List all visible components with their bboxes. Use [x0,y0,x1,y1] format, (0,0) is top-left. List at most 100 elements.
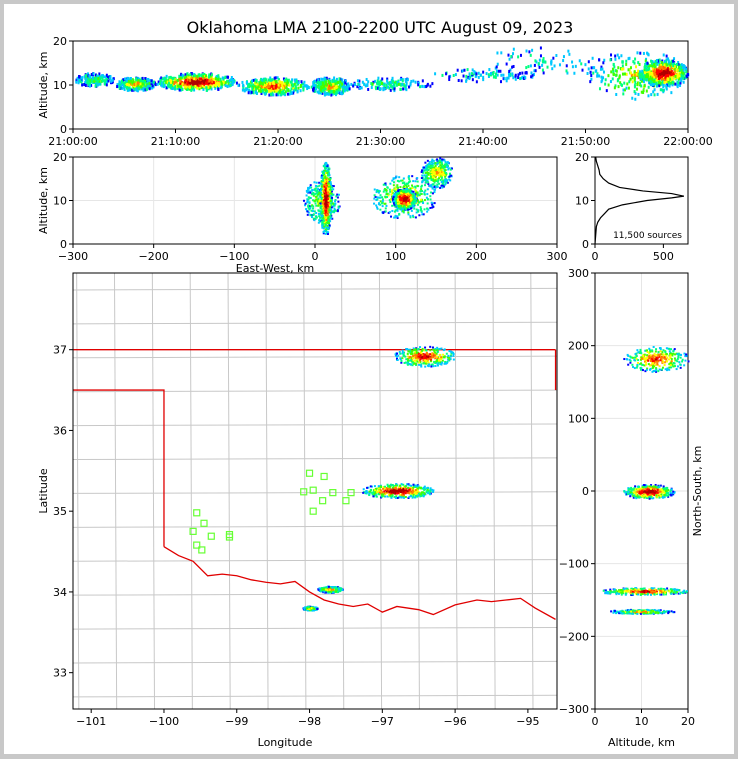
source-point [257,85,259,88]
source-point [315,189,317,191]
source-point [352,85,354,88]
source-point [327,233,329,235]
source-point [322,89,324,92]
source-point [142,77,144,80]
source-point [270,93,272,96]
source-point [580,62,582,65]
source-point [89,85,91,88]
source-point [75,81,77,84]
source-point [359,87,361,90]
source-point [403,177,405,179]
source-point [342,85,344,88]
source-point [419,193,421,195]
source-point [303,81,305,84]
source-point [213,81,215,84]
source-point [331,206,333,208]
source-point [648,67,650,70]
source-point [315,185,317,187]
source-point [193,80,195,83]
source-point [544,61,546,64]
source-point [647,74,649,77]
source-point [162,77,164,80]
source-point [189,86,191,89]
source-point [674,71,676,74]
source-point [399,186,401,188]
source-point [391,210,393,212]
source-point [382,205,384,207]
source-point [507,54,509,57]
source-point [332,188,334,190]
source-point [174,85,176,88]
source-point [589,80,591,83]
source-point [336,90,338,93]
source-point [628,80,630,83]
source-point [264,93,266,96]
source-point [521,72,523,75]
source-point [288,79,290,82]
source-point [315,196,317,198]
source-point [431,207,433,209]
source-point [634,85,636,88]
source-point [410,80,412,83]
source-point [432,188,434,190]
source-point [321,225,323,227]
source-point [666,63,668,66]
source-point [116,85,118,88]
source-point [645,68,647,71]
source-point [325,162,327,164]
source-point [555,54,557,57]
source-point [420,206,422,208]
source-point [654,93,656,96]
source-point [322,171,324,173]
source-point [610,80,612,83]
source-point [164,78,166,81]
source-point [471,72,473,75]
source-point [429,207,431,209]
source-point [396,215,398,217]
source-point [411,175,413,177]
source-point [632,80,634,83]
source-point [317,205,319,207]
source-point [415,180,417,182]
source-point [455,73,457,76]
source-point [326,195,328,197]
source-point [593,66,595,69]
source-point [643,75,645,78]
source-point [328,186,330,188]
source-point [383,84,385,87]
source-point [284,83,286,86]
source-point [405,78,407,81]
source-point [687,73,689,76]
source-point [81,84,83,87]
source-point [539,66,541,69]
source-point [311,216,313,218]
source-point [588,60,590,63]
source-point [652,90,654,93]
source-point [636,88,638,91]
source-point [429,195,431,197]
source-point [135,77,137,80]
source-point [309,186,311,188]
source-point [657,93,659,96]
source-point [304,84,306,87]
y-tick-label: 10 [53,79,67,92]
source-point [440,179,442,181]
source-point [180,85,182,88]
source-point [427,160,429,162]
source-point [517,55,519,58]
source-point [617,79,619,82]
source-point [672,64,674,67]
source-point [306,194,308,196]
source-point [220,78,222,81]
source-point [463,69,465,72]
source-point [412,193,414,195]
source-point [140,79,142,82]
source-point [587,72,589,75]
source-point [205,86,207,89]
source-point [93,80,95,83]
source-point [661,61,663,64]
source-point [325,210,327,212]
source-point [367,88,369,91]
source-point [391,205,393,207]
source-point [509,58,511,61]
